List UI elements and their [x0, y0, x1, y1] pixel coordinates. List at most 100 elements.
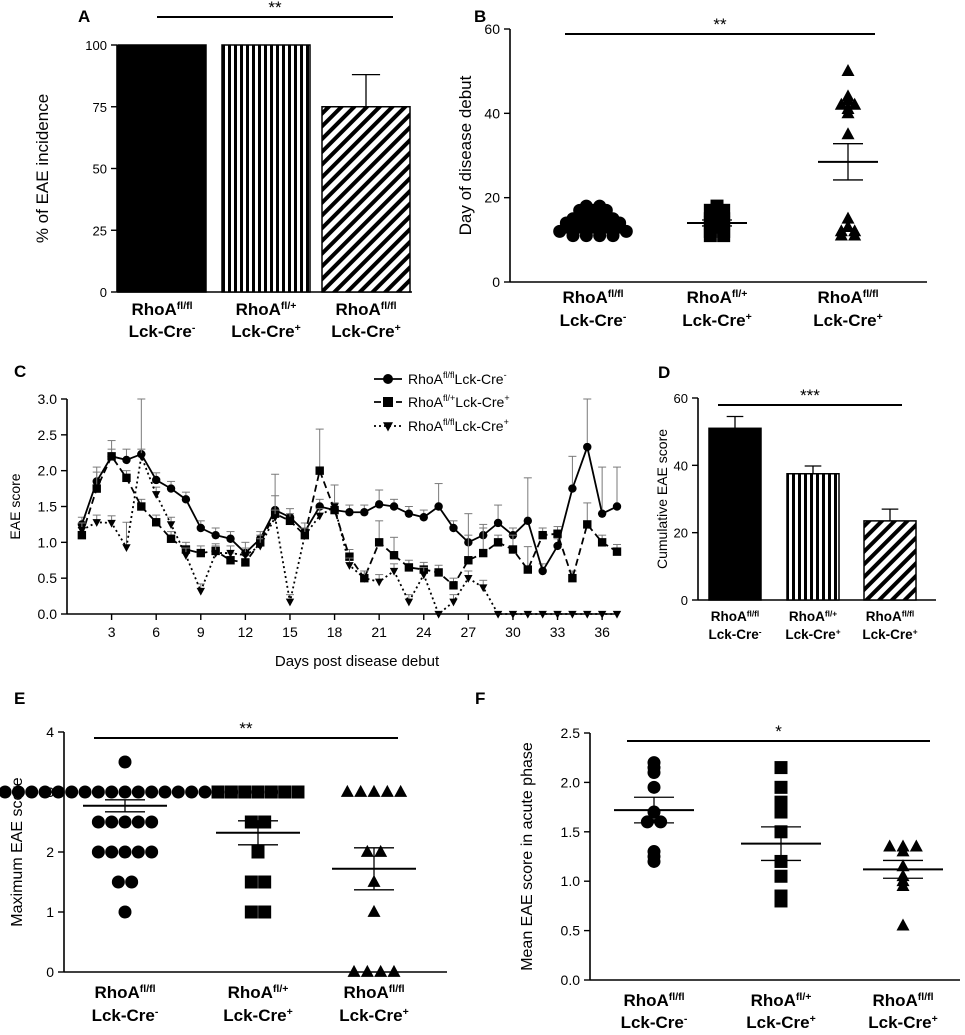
data-point [553, 529, 562, 538]
y-axis-label: % of EAE incidence [33, 94, 52, 243]
data-point [419, 571, 428, 580]
data-point [841, 64, 855, 77]
data-point [841, 93, 855, 106]
data-point [612, 502, 622, 511]
data-point [251, 785, 265, 799]
x-tick-label: 12 [238, 624, 254, 640]
data-point [65, 785, 79, 799]
data-point [196, 548, 205, 558]
panel-B: B 0 20 40 60 Day of disease debut ** RhoAfl/fl L… [456, 7, 927, 330]
group-label-genotype: RhoAfl/+ [687, 288, 748, 307]
data-point [493, 610, 503, 619]
y-tick-label: 1.5 [38, 499, 58, 515]
data-point [647, 780, 661, 794]
data-point [131, 785, 145, 799]
data-point [703, 229, 717, 243]
data-point [841, 211, 855, 224]
x-tick-label: 21 [371, 624, 387, 640]
group-label-genotype: RhoAfl/fl [872, 991, 933, 1010]
data-point [404, 509, 414, 518]
data-point [166, 534, 176, 543]
data-point [131, 815, 145, 829]
data-point [583, 520, 592, 529]
data-point [360, 575, 369, 583]
data-point [38, 785, 52, 799]
panel-C: C0.00.51.01.52.02.53.03 6 9 12 15 18 21 24 27 30 3… [7, 362, 622, 670]
data-point [568, 573, 577, 583]
data-point [291, 785, 305, 799]
data-point [118, 905, 132, 919]
group-label-genotype: RhoAfl/fl [343, 983, 404, 1002]
data-point [118, 815, 132, 829]
panel-letter: E [14, 689, 25, 708]
data-point [434, 502, 443, 511]
data-point [597, 509, 607, 518]
data-point [538, 566, 547, 576]
data-point [464, 556, 473, 565]
bar [321, 106, 411, 293]
series-3 [77, 448, 622, 619]
group-label-genotype: RhoAfl/fl [711, 608, 760, 624]
data-point [419, 513, 428, 522]
data-point [493, 538, 503, 547]
data-point [226, 549, 235, 558]
y-tick-label: 0.5 [561, 923, 581, 939]
y-tick-label: 1.0 [561, 873, 581, 889]
group-label-genotype: RhoAfl/fl [817, 288, 878, 307]
panel-E: E01234Maximum EAE score**RhoAfl/flLck-Cr… [0, 689, 447, 1025]
data-point [449, 523, 458, 533]
group-label-cre: Lck-Cre- [560, 311, 627, 330]
panel-letter: F [475, 689, 485, 708]
bar [786, 473, 840, 601]
data-point [196, 587, 205, 596]
group-label-cre: Lck-Cre+ [813, 311, 882, 330]
data-point [340, 784, 354, 797]
data-point [360, 508, 369, 517]
data-point [145, 815, 159, 829]
data-point [774, 894, 788, 908]
group-label-cre: Lck-Cre- [92, 1006, 159, 1025]
data-point [105, 785, 119, 799]
data-point [479, 584, 488, 593]
data-point [91, 785, 105, 799]
data-point [122, 544, 131, 552]
data-point [145, 845, 159, 859]
data-point [278, 785, 292, 799]
data-point [185, 785, 199, 799]
group-label-cre: Lck-Cre+ [785, 626, 840, 642]
data-point [256, 542, 265, 551]
data-point [118, 755, 132, 769]
group-label-cre: Lck-Cre+ [331, 322, 400, 341]
data-point [166, 521, 176, 530]
panel-letter: B [474, 7, 486, 26]
data-point [107, 519, 116, 528]
data-point [374, 500, 384, 509]
data-point [774, 795, 788, 809]
y-tick-label: 25 [93, 223, 107, 238]
x-tick-label: 3 [108, 624, 116, 640]
y-axis-label: Day of disease debut [456, 75, 475, 235]
data-point [389, 502, 399, 511]
data-point [91, 815, 105, 829]
x-tick-label: 36 [594, 624, 610, 640]
bar [117, 44, 207, 293]
y-tick-label: 0.5 [38, 570, 58, 586]
data-point [315, 512, 324, 521]
data-point [538, 530, 547, 540]
y-tick-label: 40 [484, 105, 500, 121]
data-point [181, 495, 191, 504]
data-point [404, 563, 414, 572]
data-point [345, 552, 354, 561]
data-point [211, 549, 220, 558]
data-point [909, 839, 923, 852]
group-label-cre: Lck-Cre+ [682, 311, 751, 330]
data-point [345, 508, 354, 517]
data-point [125, 875, 139, 889]
data-point [367, 784, 381, 797]
group-label-genotype: RhoAfl/+ [789, 608, 837, 624]
group-label-cre: Lck-Cre- [129, 322, 196, 341]
data-point [158, 785, 172, 799]
x-tick-label: 33 [550, 624, 566, 640]
data-point [896, 918, 910, 931]
y-tick-label: 40 [674, 458, 688, 473]
